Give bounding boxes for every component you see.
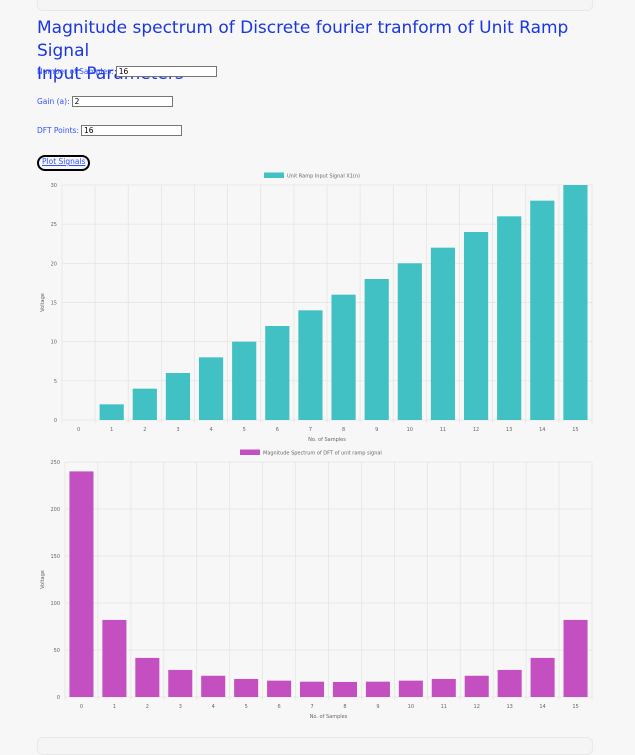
- dft-points-field: DFT Points:: [37, 125, 182, 136]
- ramp-x-tick-label: 2: [143, 427, 146, 433]
- dft-x-tick-label: 14: [539, 704, 545, 710]
- ramp-bar: [463, 232, 489, 420]
- dft-y-tick-label: 250: [50, 460, 60, 466]
- ramp-x-axis-title: No. of Samples: [308, 437, 346, 443]
- dft-y-axis-title: Voltage: [40, 570, 46, 589]
- ramp-bar: [364, 279, 389, 420]
- plot-signals-button[interactable]: Plot Signals: [37, 155, 91, 171]
- dft-bar: [267, 680, 292, 697]
- ramp-x-tick-label: 13: [506, 427, 512, 433]
- gain-label: Gain (a):: [37, 97, 70, 106]
- dft-points-input[interactable]: [80, 125, 182, 136]
- ramp-bar: [132, 388, 157, 420]
- ramp-bar: [397, 263, 422, 420]
- dft-x-tick-label: 7: [310, 704, 313, 710]
- dft-y-tick-label: 100: [50, 601, 60, 607]
- ramp-bar: [530, 200, 555, 420]
- ramp-bar: [497, 216, 522, 420]
- dft-x-tick-label: 2: [146, 704, 149, 710]
- ramp-x-tick-label: 5: [243, 427, 246, 433]
- samples-label: Number of Samples:: [37, 67, 114, 76]
- dft-x-axis-title: No. of Samples: [310, 714, 348, 720]
- ramp-bar: [232, 341, 257, 420]
- ramp-y-tick-label: 30: [51, 183, 57, 189]
- ramp-bar: [430, 247, 456, 420]
- dft-bar: [431, 678, 456, 697]
- dft-bar: [168, 669, 193, 697]
- dft-x-tick-label: 13: [506, 704, 512, 710]
- ramp-y-tick-label: 15: [51, 301, 57, 307]
- dft-bar: [102, 619, 127, 697]
- gain-field: Gain (a):: [37, 96, 173, 107]
- ramp-x-tick-label: 9: [375, 427, 378, 433]
- ramp-x-tick-label: 7: [309, 427, 312, 433]
- dft-bar: [332, 681, 357, 697]
- ramp-bar: [331, 294, 356, 420]
- dft-bar: [300, 681, 325, 697]
- dft-y-tick-label: 200: [50, 507, 60, 513]
- dft-x-tick-label: 4: [212, 704, 215, 710]
- top-panel-edge: [37, 0, 593, 11]
- ramp-x-tick-label: 8: [342, 427, 345, 433]
- dft-bar: [234, 678, 259, 697]
- dft-y-tick-label: 50: [54, 648, 60, 654]
- ramp-bar: [298, 310, 323, 420]
- ramp-legend-swatch: [264, 172, 284, 178]
- page-title-text: Magnitude spectrum of Discrete fourier t…: [37, 18, 569, 61]
- dft-bar: [398, 680, 423, 697]
- dft-legend-swatch: [240, 449, 260, 455]
- dft-bar: [135, 657, 160, 697]
- dft-points-label: DFT Points:: [37, 126, 79, 135]
- dft-x-tick-label: 6: [278, 704, 281, 710]
- ramp-x-tick-label: 4: [209, 427, 212, 433]
- dft-x-tick-label: 5: [245, 704, 248, 710]
- dft-bar: [563, 619, 588, 697]
- ramp-y-axis-title: Voltage: [40, 293, 46, 312]
- dft-x-tick-label: 8: [343, 704, 346, 710]
- gain-input[interactable]: [71, 96, 173, 107]
- ramp-bar: [563, 185, 588, 420]
- ramp-y-tick-label: 5: [54, 379, 57, 385]
- dft-bar: [497, 669, 522, 697]
- dft-x-tick-label: 10: [408, 704, 414, 710]
- dft-x-tick-label: 11: [441, 704, 447, 710]
- dft-y-tick-label: 150: [50, 554, 60, 560]
- dft-legend-label: Magnitude Spectrum of DFT of unit ramp s…: [263, 451, 382, 457]
- dft-x-tick-label: 0: [80, 704, 83, 710]
- dft-bar: [365, 681, 390, 697]
- ramp-bar: [265, 326, 290, 420]
- dft-x-tick-label: 15: [572, 704, 578, 710]
- dft-x-tick-label: 3: [179, 704, 182, 710]
- ramp-x-tick-label: 1: [110, 427, 113, 433]
- dft-x-tick-label: 12: [474, 704, 480, 710]
- ramp-legend-label: Unit Ramp Input Signal X1(n): [287, 174, 360, 180]
- ramp-bar: [99, 404, 124, 420]
- ramp-y-tick-label: 25: [51, 222, 57, 228]
- ramp-y-tick-label: 10: [51, 340, 57, 346]
- dft-x-tick-label: 9: [376, 704, 379, 710]
- ramp-bar: [198, 357, 224, 420]
- samples-field: Number of Samples:: [37, 66, 217, 77]
- ramp-y-tick-label: 0: [54, 418, 57, 424]
- dft-bar: [201, 675, 226, 697]
- dft-x-tick-label: 1: [113, 704, 116, 710]
- ramp-x-tick-label: 10: [407, 427, 413, 433]
- ramp-x-tick-label: 11: [440, 427, 446, 433]
- dft-bar: [464, 675, 489, 697]
- ramp-x-tick-label: 6: [276, 427, 279, 433]
- ramp-bar: [165, 373, 191, 420]
- ramp-x-tick-label: 0: [77, 427, 80, 433]
- ramp-y-tick-label: 20: [51, 261, 57, 267]
- dft-bar: [69, 471, 94, 697]
- dft-y-tick-label: 0: [57, 695, 60, 701]
- dft-bar: [530, 657, 555, 697]
- ramp-x-tick-label: 12: [473, 427, 479, 433]
- bottom-panel-edge: [37, 737, 593, 755]
- ramp-x-tick-label: 15: [572, 427, 578, 433]
- ramp-x-tick-label: 3: [176, 427, 179, 433]
- samples-input[interactable]: [115, 66, 217, 77]
- ramp-x-tick-label: 14: [539, 427, 545, 433]
